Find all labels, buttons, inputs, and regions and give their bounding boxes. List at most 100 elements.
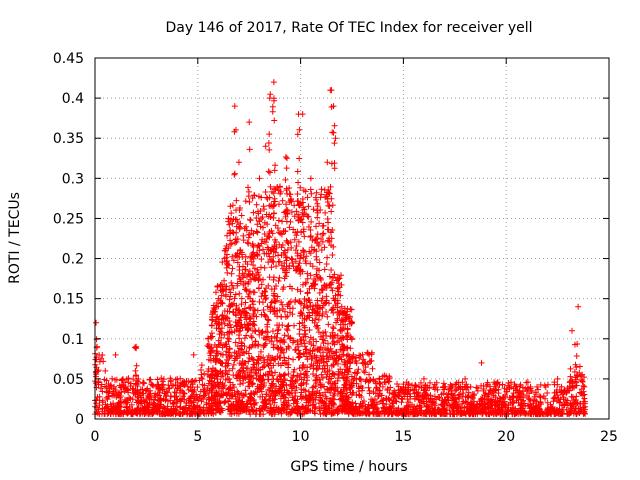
roti-point [373, 384, 380, 391]
roti-point [275, 388, 282, 395]
roti-point [313, 256, 320, 263]
roti-point [98, 381, 105, 388]
roti-point [340, 384, 347, 391]
roti-point [473, 404, 480, 411]
roti-point [244, 261, 251, 268]
roti-point [556, 398, 563, 405]
roti-point [204, 386, 211, 393]
roti-point [577, 372, 584, 379]
roti-point [552, 408, 559, 415]
roti-point [325, 356, 332, 363]
roti-point [321, 362, 328, 369]
roti-point [228, 210, 235, 217]
roti-point [239, 407, 246, 414]
roti-point [463, 407, 470, 414]
roti-point [196, 394, 203, 401]
roti-point [265, 371, 272, 378]
roti-point [554, 381, 561, 388]
roti-point [281, 406, 288, 413]
roti-point [444, 393, 451, 400]
roti-point [423, 391, 430, 398]
roti-point [532, 397, 539, 404]
roti-point [110, 400, 117, 407]
roti-point [306, 285, 313, 292]
roti-point [290, 356, 297, 363]
roti-point [252, 388, 259, 395]
roti-point [342, 321, 349, 328]
roti-point [318, 384, 325, 391]
roti-point [259, 399, 266, 406]
roti-point [234, 280, 241, 287]
roti-point [140, 390, 147, 397]
roti-point [257, 264, 264, 271]
roti-point [296, 155, 303, 162]
roti-point [294, 410, 301, 417]
roti-point [344, 336, 351, 343]
roti-point [313, 354, 320, 361]
roti-point [176, 389, 183, 396]
roti-point [235, 223, 242, 230]
roti-point [167, 377, 174, 384]
roti-point [289, 406, 296, 413]
roti-point [506, 385, 513, 392]
roti-point [495, 402, 502, 409]
roti-point [328, 267, 335, 274]
roti-point [247, 315, 254, 322]
roti-point [292, 392, 299, 399]
roti-point [297, 288, 304, 295]
roti-point [337, 403, 344, 410]
roti-point [324, 199, 331, 206]
roti-point [208, 397, 215, 404]
roti-point [210, 302, 217, 309]
roti-point [251, 306, 258, 313]
roti-point [300, 247, 307, 254]
roti-point [222, 363, 229, 370]
roti-point [225, 262, 232, 269]
roti-point [190, 351, 197, 358]
roti-point [439, 402, 446, 409]
roti-point [551, 379, 558, 386]
roti-point [266, 368, 273, 375]
roti-point [237, 372, 244, 379]
roti-point [513, 397, 520, 404]
roti-point [264, 321, 271, 328]
roti-point [276, 274, 283, 281]
roti-point [284, 389, 291, 396]
roti-point [300, 371, 307, 378]
roti-point [267, 91, 274, 98]
roti-point [158, 382, 165, 389]
roti-point [393, 398, 400, 405]
roti-point [387, 384, 394, 391]
roti-point [314, 360, 321, 367]
roti-point [573, 352, 580, 359]
roti-point [258, 293, 265, 300]
roti-point [341, 405, 348, 412]
roti-point [236, 275, 243, 282]
roti-point [269, 230, 276, 237]
roti-point [569, 384, 576, 391]
roti-point [313, 196, 320, 203]
roti-point [92, 369, 99, 376]
roti-point [331, 334, 338, 341]
y-tick-label: 0.45 [53, 51, 84, 67]
roti-point [323, 260, 330, 267]
roti-point [329, 340, 336, 347]
roti-point [298, 340, 305, 347]
roti-point [417, 392, 424, 399]
roti-point [283, 263, 290, 270]
roti-point [577, 400, 584, 407]
roti-point [215, 325, 222, 332]
roti-point [344, 363, 351, 370]
roti-point [270, 210, 277, 217]
roti-point [326, 203, 333, 210]
roti-point [266, 337, 273, 344]
roti-point [324, 386, 331, 393]
roti-point [137, 386, 144, 393]
roti-point [238, 301, 245, 308]
roti-point [302, 280, 309, 287]
roti-point [273, 334, 280, 341]
roti-point [245, 326, 252, 333]
roti-point [326, 273, 333, 280]
roti-point [479, 410, 486, 417]
roti-point [455, 394, 462, 401]
